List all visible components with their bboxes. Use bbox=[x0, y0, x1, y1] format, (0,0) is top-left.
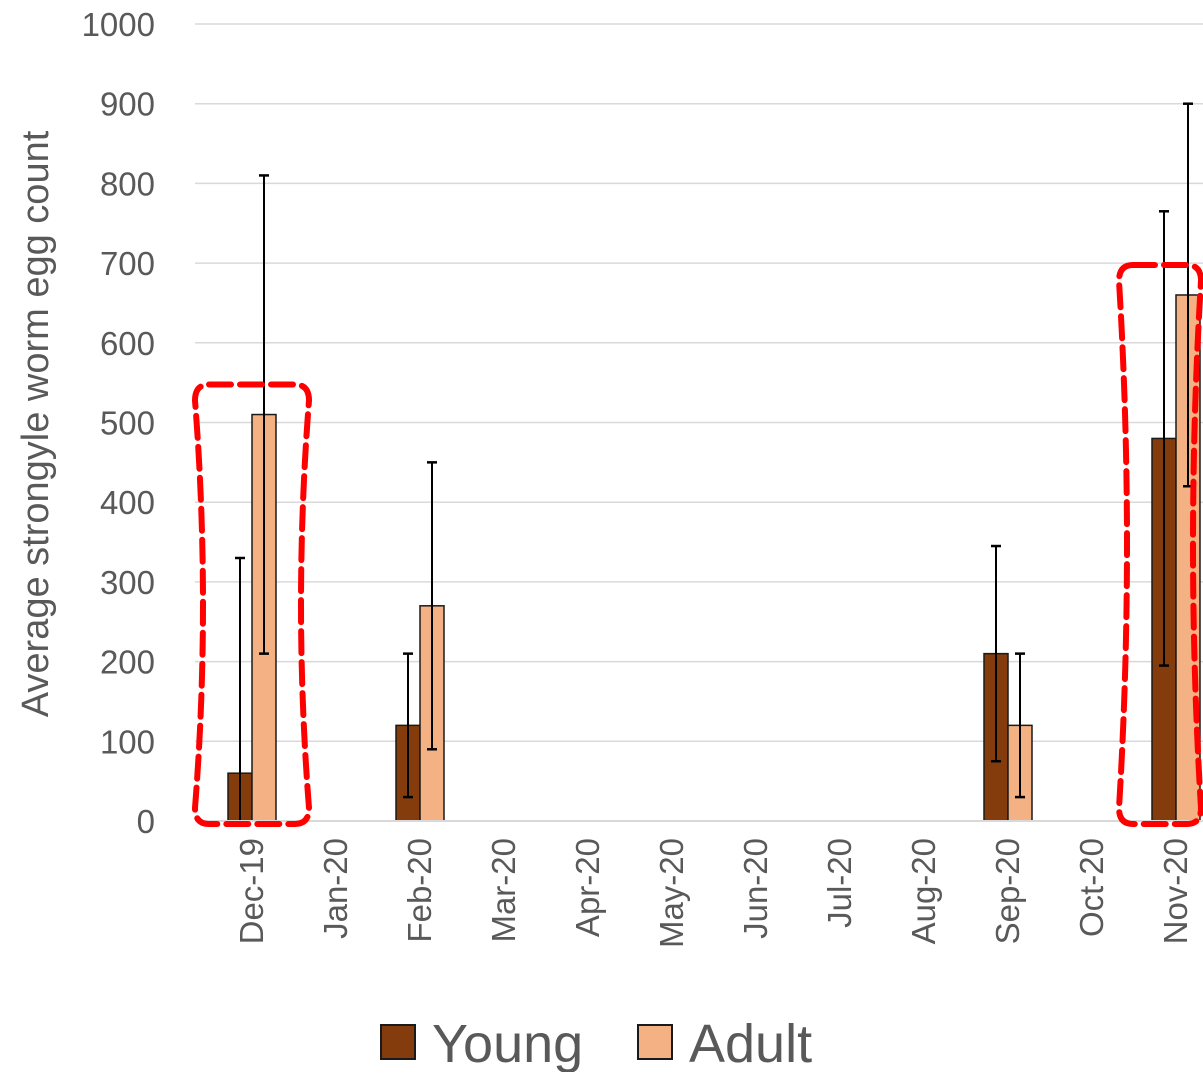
error-bar bbox=[427, 461, 437, 751]
y-tick-label: 900 bbox=[100, 86, 155, 123]
error-bar bbox=[1159, 210, 1169, 667]
y-tick-label: 0 bbox=[137, 803, 155, 840]
y-axis-label: Average strongyle worm egg count bbox=[15, 130, 57, 717]
error-bar bbox=[235, 556, 245, 821]
x-axis-ticks: Dec-19 Jan-20 Feb-20 Mar-20 Apr-20 May-20 Jun-… bbox=[233, 838, 1194, 948]
x-tick-label: Mar-20 bbox=[485, 838, 522, 943]
error-bars bbox=[235, 102, 1193, 821]
y-tick-label: 800 bbox=[100, 165, 155, 202]
legend-swatch bbox=[380, 1024, 416, 1060]
y-tick-label: 100 bbox=[100, 723, 155, 760]
x-tick-label: Sep-20 bbox=[989, 838, 1026, 944]
legend-swatch bbox=[637, 1024, 673, 1060]
error-bar bbox=[991, 544, 1001, 763]
legend-item-adult: Adult bbox=[637, 1014, 812, 1074]
x-tick-label: Jul-20 bbox=[821, 838, 858, 928]
legend-item-young: Young bbox=[380, 1014, 583, 1074]
error-bar bbox=[259, 174, 269, 655]
bars bbox=[227, 294, 1201, 822]
x-tick-label: Feb-20 bbox=[401, 838, 438, 943]
x-tick-label: Oct-20 bbox=[1073, 838, 1110, 937]
legend-label: Adult bbox=[689, 1014, 812, 1072]
x-tick-label: Apr-20 bbox=[569, 838, 606, 937]
y-tick-label: 400 bbox=[100, 484, 155, 521]
y-tick-label: 300 bbox=[100, 564, 155, 601]
x-tick-label: Nov-20 bbox=[1157, 838, 1194, 944]
x-tick-label: Jan-20 bbox=[317, 838, 354, 939]
error-bar bbox=[403, 652, 413, 799]
y-tick-label: 500 bbox=[100, 405, 155, 442]
x-tick-label: Dec-19 bbox=[233, 838, 270, 944]
annotations bbox=[191, 261, 1203, 827]
highlight-outline bbox=[191, 381, 313, 827]
legend: Young Adult bbox=[380, 1014, 812, 1074]
y-tick-label: 600 bbox=[100, 325, 155, 362]
y-tick-label: 700 bbox=[100, 245, 155, 282]
y-tick-label: 200 bbox=[100, 644, 155, 681]
gridlines bbox=[195, 23, 1203, 743]
y-axis-ticks: 0 100 200 300 400 500 600 700 800 900 1000 bbox=[82, 6, 155, 840]
legend-label: Young bbox=[432, 1014, 583, 1072]
y-tick-label: 1000 bbox=[82, 6, 155, 43]
x-tick-label: May-20 bbox=[653, 838, 690, 948]
x-tick-label: Aug-20 bbox=[905, 838, 942, 944]
error-bar bbox=[1015, 652, 1025, 799]
x-tick-label: Jun-20 bbox=[737, 838, 774, 939]
highlight-outline bbox=[1115, 261, 1203, 827]
